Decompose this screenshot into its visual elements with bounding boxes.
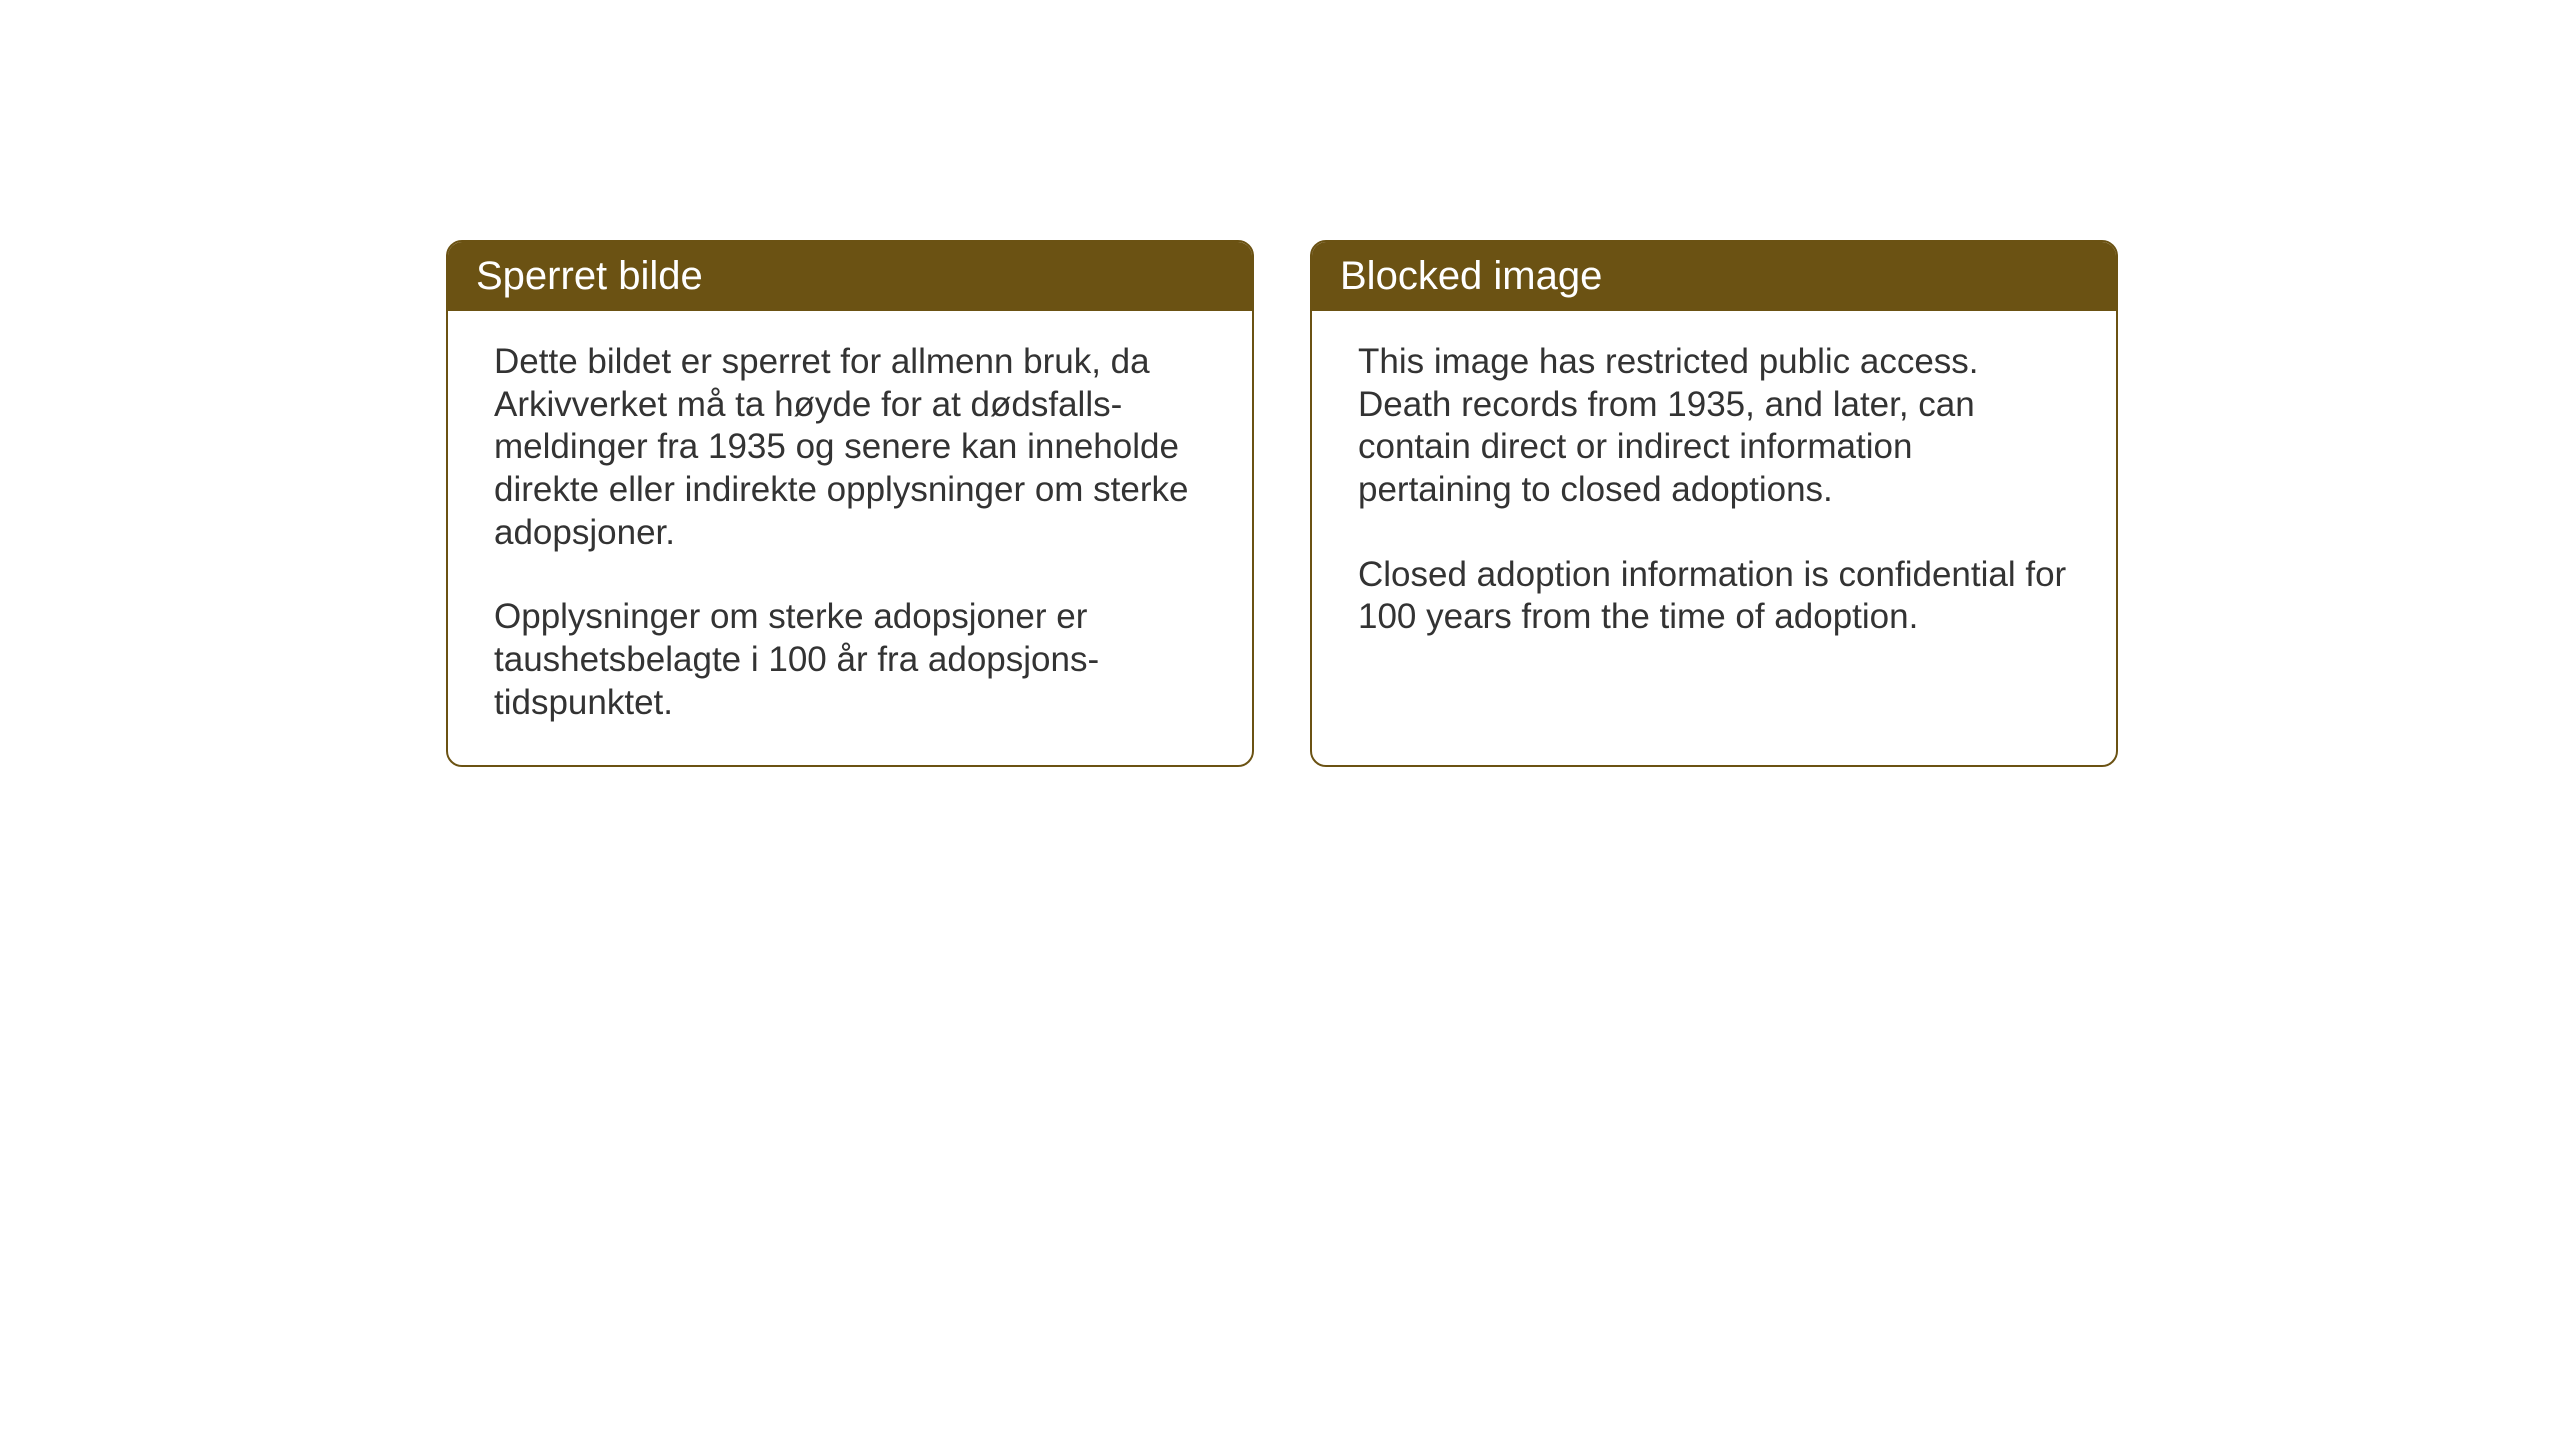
card-header-norwegian: Sperret bilde xyxy=(448,242,1252,311)
card-norwegian: Sperret bilde Dette bildet er sperret fo… xyxy=(446,240,1254,767)
card-paragraph: Opplysninger om sterke adopsjoner er tau… xyxy=(494,596,1206,724)
card-title-english: Blocked image xyxy=(1340,254,1602,298)
card-paragraph: This image has restricted public access.… xyxy=(1358,341,2070,512)
card-container: Sperret bilde Dette bildet er sperret fo… xyxy=(446,240,2118,767)
card-body-english: This image has restricted public access.… xyxy=(1312,311,2116,679)
card-paragraph: Dette bildet er sperret for allmenn bruk… xyxy=(494,341,1206,554)
card-english: Blocked image This image has restricted … xyxy=(1310,240,2118,767)
card-title-norwegian: Sperret bilde xyxy=(476,254,703,298)
card-header-english: Blocked image xyxy=(1312,242,2116,311)
card-paragraph: Closed adoption information is confident… xyxy=(1358,554,2070,639)
card-body-norwegian: Dette bildet er sperret for allmenn bruk… xyxy=(448,311,1252,765)
